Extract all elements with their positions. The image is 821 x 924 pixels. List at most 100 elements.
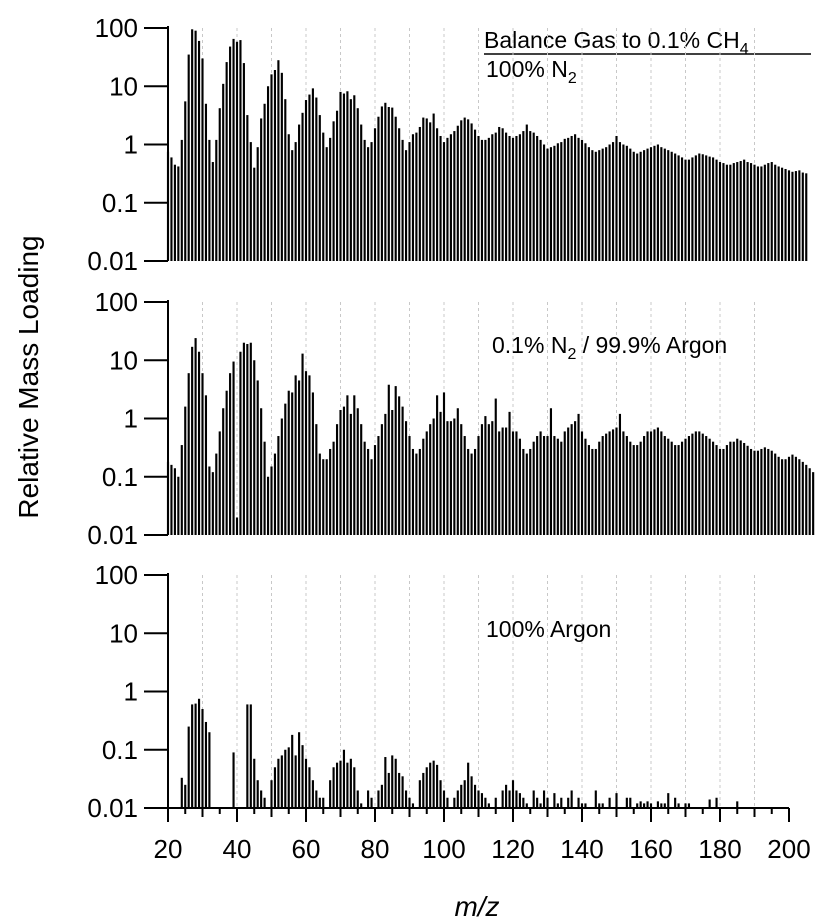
bar-mz-36: [222, 83, 225, 261]
bar-mz-103: [453, 131, 456, 261]
bar-mz-89: [404, 421, 408, 535]
bar-mz-112: [484, 139, 487, 261]
bar-mz-170: [684, 159, 687, 261]
bar-mz-51: [273, 453, 277, 535]
bar-mz-21: [170, 464, 173, 535]
bar-mz-190: [753, 450, 756, 535]
bar-mz-75: [356, 408, 359, 535]
bar-mz-130: [546, 436, 549, 535]
bar-mz-153: [625, 436, 628, 535]
bar-mz-150: [615, 793, 618, 808]
bar-mz-107: [467, 762, 470, 808]
x-tick-label: 160: [629, 834, 672, 864]
bar-mz-157: [639, 441, 642, 535]
bar-mz-28: [194, 338, 197, 535]
bar-mz-24: [180, 139, 183, 261]
bar-mz-100: [442, 392, 446, 535]
bar-mz-109: [473, 129, 477, 261]
bar-mz-115: [494, 132, 497, 261]
bar-mz-153: [625, 797, 628, 808]
bar-mz-86: [394, 116, 397, 262]
panel-label-text: 100% N: [486, 56, 568, 82]
panel-2: 0.01 0.1 1 10 100 0.1% N2 / 99.9% Argon: [87, 287, 815, 550]
bar-mz-101: [446, 421, 449, 535]
bar-mz-50: [270, 780, 273, 808]
x-axis-title: m/z: [454, 891, 499, 922]
bar-mz-65: [322, 459, 325, 535]
bar-mz-76: [360, 124, 363, 261]
bar-mz-112: [484, 797, 487, 808]
bar-mz-47: [260, 790, 263, 808]
bar-mz-131: [549, 408, 553, 535]
bar-mz-187: [743, 442, 746, 535]
bar-mz-169: [680, 157, 684, 261]
bar-mz-159: [646, 801, 649, 808]
bar-mz-175: [701, 154, 704, 261]
y-tick-label: 10: [109, 345, 138, 375]
bar-mz-48: [263, 797, 266, 808]
panel-label-text: 0.1% N: [492, 332, 567, 358]
bar-mz-75: [356, 108, 359, 261]
y-axis-title: Relative Mass Loading: [13, 235, 44, 518]
bar-mz-167: [674, 445, 677, 535]
bar-mz-145: [598, 441, 601, 535]
x-tick-label: 80: [361, 834, 390, 864]
bar-mz-120: [511, 137, 515, 261]
bar-mz-199: [784, 168, 787, 261]
bar-mz-178: [712, 157, 715, 261]
bar-mz-121: [515, 790, 518, 808]
bar-mz-173: [694, 155, 697, 261]
bar-mz-27: [191, 29, 194, 261]
bar-mz-107: [467, 448, 470, 535]
bar-mz-106: [463, 436, 466, 535]
bar-mz-63: [315, 424, 318, 535]
bar-mz-114: [491, 134, 494, 261]
bar-mz-67: [329, 448, 332, 535]
bar-mz-46: [256, 780, 259, 808]
bar-mz-202: [794, 456, 797, 535]
panel-2-label: 0.1% N2 / 99.9% Argon: [492, 332, 727, 363]
bar-mz-50: [270, 466, 273, 535]
bar-mz-94: [422, 438, 425, 535]
bar-mz-152: [622, 431, 625, 535]
legend-title-subscript: 4: [740, 41, 749, 58]
bar-mz-55: [287, 747, 290, 808]
bar-mz-104: [456, 790, 459, 808]
bar-mz-116: [498, 126, 501, 261]
bar-mz-124: [525, 124, 528, 261]
bar-mz-66: [325, 147, 328, 261]
bar-mz-161: [653, 429, 656, 535]
bar-mz-81: [377, 436, 380, 535]
bar-mz-41: [239, 40, 242, 262]
bar-mz-192: [760, 166, 763, 261]
bar-mz-130: [546, 797, 549, 808]
bar-mz-93: [418, 780, 421, 808]
bar-mz-176: [705, 155, 708, 261]
bar-mz-99: [439, 411, 442, 535]
bar-mz-193: [763, 164, 766, 261]
bar-mz-61: [308, 375, 311, 535]
bar-mz-169: [680, 441, 684, 535]
bar-mz-26: [187, 726, 190, 808]
bar-mz-53: [280, 418, 283, 535]
bar-mz-87: [398, 772, 401, 808]
bar-mz-118: [505, 427, 508, 535]
bar-mz-62: [311, 392, 314, 535]
bar-mz-174: [698, 431, 701, 535]
bar-mz-157: [639, 801, 642, 808]
bar-mz-59: [301, 353, 304, 535]
bar-mz-150: [615, 135, 618, 261]
x-axis: 20 40 60 80 100 120 140 160 180 200: [154, 807, 811, 864]
panel-3-label: 100% Argon: [486, 616, 611, 642]
bar-mz-108: [470, 123, 473, 262]
bar-mz-63: [315, 97, 318, 261]
bar-mz-79: [370, 459, 373, 535]
bar-mz-26: [187, 373, 190, 535]
x-tick-label: 180: [698, 834, 741, 864]
bar-mz-78: [367, 790, 370, 808]
bar-mz-128: [539, 803, 542, 808]
bar-mz-33: [211, 472, 214, 535]
bar-mz-80: [373, 128, 377, 261]
bar-mz-122: [518, 134, 521, 261]
